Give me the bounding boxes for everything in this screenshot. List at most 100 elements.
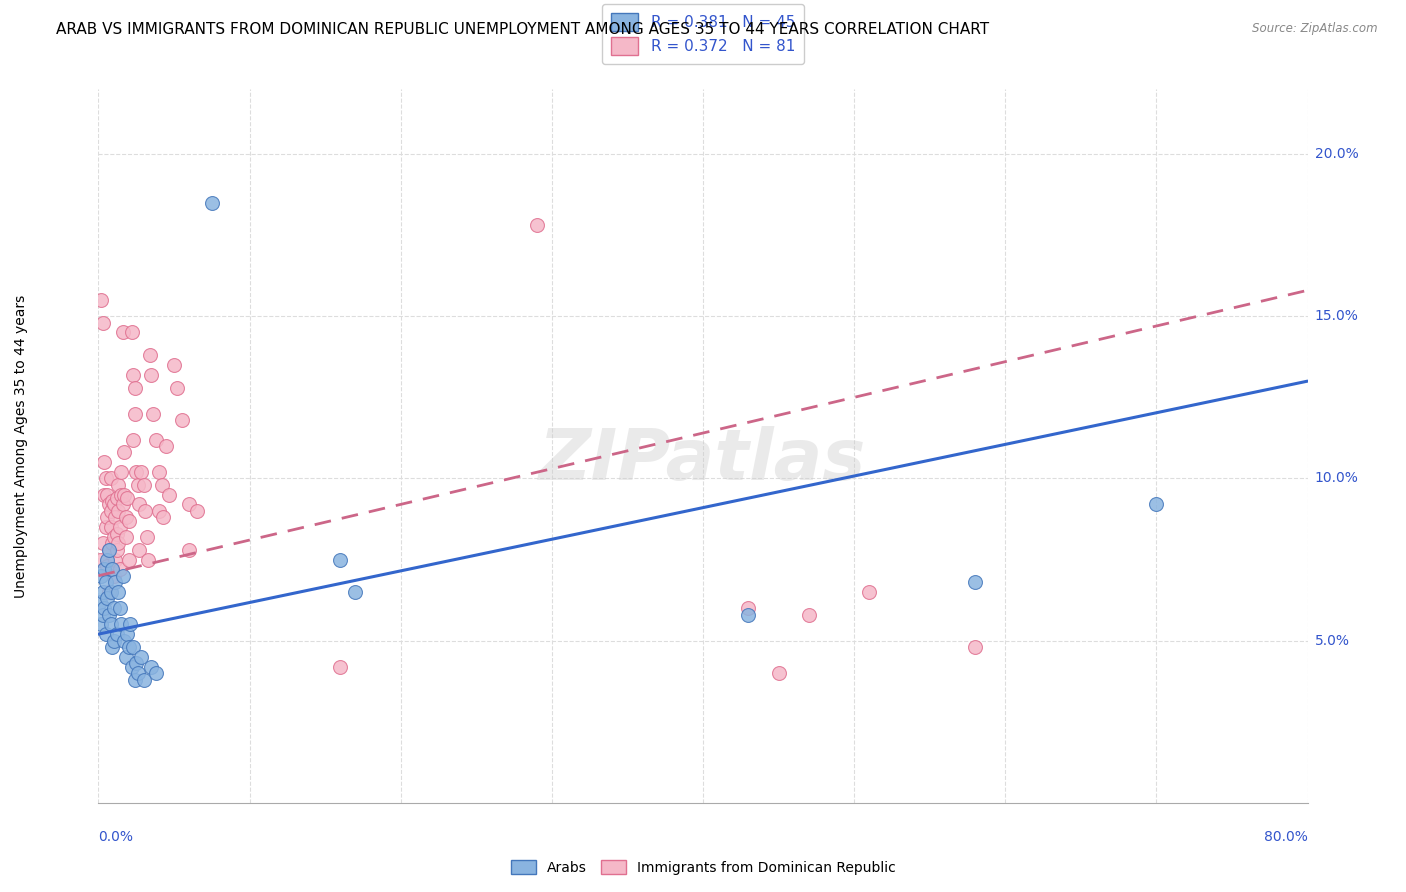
Legend: Arabs, Immigrants from Dominican Republic: Arabs, Immigrants from Dominican Republi…	[505, 855, 901, 880]
Legend: R = 0.381   N = 45, R = 0.372   N = 81: R = 0.381 N = 45, R = 0.372 N = 81	[602, 4, 804, 64]
Point	[111, 497, 134, 511]
Point	[114, 649, 136, 664]
Point	[100, 504, 122, 518]
Point	[115, 627, 138, 641]
Point	[110, 488, 132, 502]
Point	[110, 617, 132, 632]
Point	[177, 497, 201, 511]
Point	[96, 488, 118, 502]
Point	[107, 536, 129, 550]
Point	[166, 381, 188, 395]
Point	[135, 530, 157, 544]
Point	[94, 471, 117, 485]
Text: ZIPatlas: ZIPatlas	[540, 425, 866, 495]
Point	[100, 520, 122, 534]
Point	[112, 633, 135, 648]
Point	[103, 497, 125, 511]
Point	[150, 478, 173, 492]
Point	[128, 542, 150, 557]
Point	[155, 439, 177, 453]
Point	[93, 562, 115, 576]
Point	[103, 530, 125, 544]
Point	[177, 542, 201, 557]
Point	[103, 601, 125, 615]
Point	[101, 562, 124, 576]
Point	[145, 666, 167, 681]
Point	[98, 542, 121, 557]
Point	[90, 293, 112, 307]
Point	[124, 673, 146, 687]
Point	[122, 433, 145, 447]
Point	[124, 381, 146, 395]
Point	[118, 552, 141, 566]
Point	[329, 552, 352, 566]
Point	[186, 504, 208, 518]
Point	[858, 585, 880, 599]
Point	[96, 552, 118, 566]
Point	[94, 575, 117, 590]
Point	[112, 445, 135, 459]
Text: 15.0%: 15.0%	[1315, 310, 1358, 323]
Point	[103, 633, 125, 648]
Point	[105, 627, 128, 641]
Point	[108, 562, 131, 576]
Point	[737, 607, 759, 622]
Point	[1144, 497, 1167, 511]
Point	[91, 607, 114, 622]
Point	[101, 640, 124, 654]
Point	[108, 601, 131, 615]
Point	[93, 488, 115, 502]
Point	[105, 542, 128, 557]
Point	[98, 497, 121, 511]
Point	[526, 219, 548, 233]
Point	[107, 585, 129, 599]
Point	[132, 478, 155, 492]
Point	[111, 326, 134, 340]
Point	[127, 666, 149, 681]
Point	[90, 568, 112, 582]
Point	[105, 491, 128, 505]
Point	[127, 478, 149, 492]
Point	[96, 510, 118, 524]
Point	[163, 358, 186, 372]
Text: 0.0%: 0.0%	[98, 830, 134, 844]
Point	[89, 552, 111, 566]
Point	[100, 617, 122, 632]
Point	[107, 504, 129, 518]
Text: 20.0%: 20.0%	[1315, 147, 1358, 161]
Point	[90, 617, 112, 632]
Point	[114, 530, 136, 544]
Point	[98, 585, 121, 599]
Point	[120, 617, 142, 632]
Point	[98, 607, 121, 622]
Point	[107, 478, 129, 492]
Point	[128, 497, 150, 511]
Point	[737, 601, 759, 615]
Point	[121, 326, 143, 340]
Point	[139, 348, 162, 362]
Point	[141, 368, 163, 382]
Text: ARAB VS IMMIGRANTS FROM DOMINICAN REPUBLIC UNEMPLOYMENT AMONG AGES 35 TO 44 YEAR: ARAB VS IMMIGRANTS FROM DOMINICAN REPUBL…	[56, 22, 990, 37]
Text: 10.0%: 10.0%	[1315, 472, 1358, 485]
Point	[136, 552, 159, 566]
Point	[96, 559, 118, 574]
Point	[100, 471, 122, 485]
Point	[148, 465, 170, 479]
Point	[965, 640, 987, 654]
Point	[104, 510, 127, 524]
Point	[108, 520, 131, 534]
Point	[141, 659, 163, 673]
Point	[91, 536, 114, 550]
Point	[148, 504, 170, 518]
Point	[797, 607, 820, 622]
Point	[129, 649, 152, 664]
Point	[134, 504, 156, 518]
Point	[114, 510, 136, 524]
Point	[125, 465, 148, 479]
Point	[122, 368, 145, 382]
Point	[96, 591, 118, 606]
Point	[344, 585, 367, 599]
Point	[93, 601, 115, 615]
Point	[103, 568, 125, 582]
Point	[94, 520, 117, 534]
